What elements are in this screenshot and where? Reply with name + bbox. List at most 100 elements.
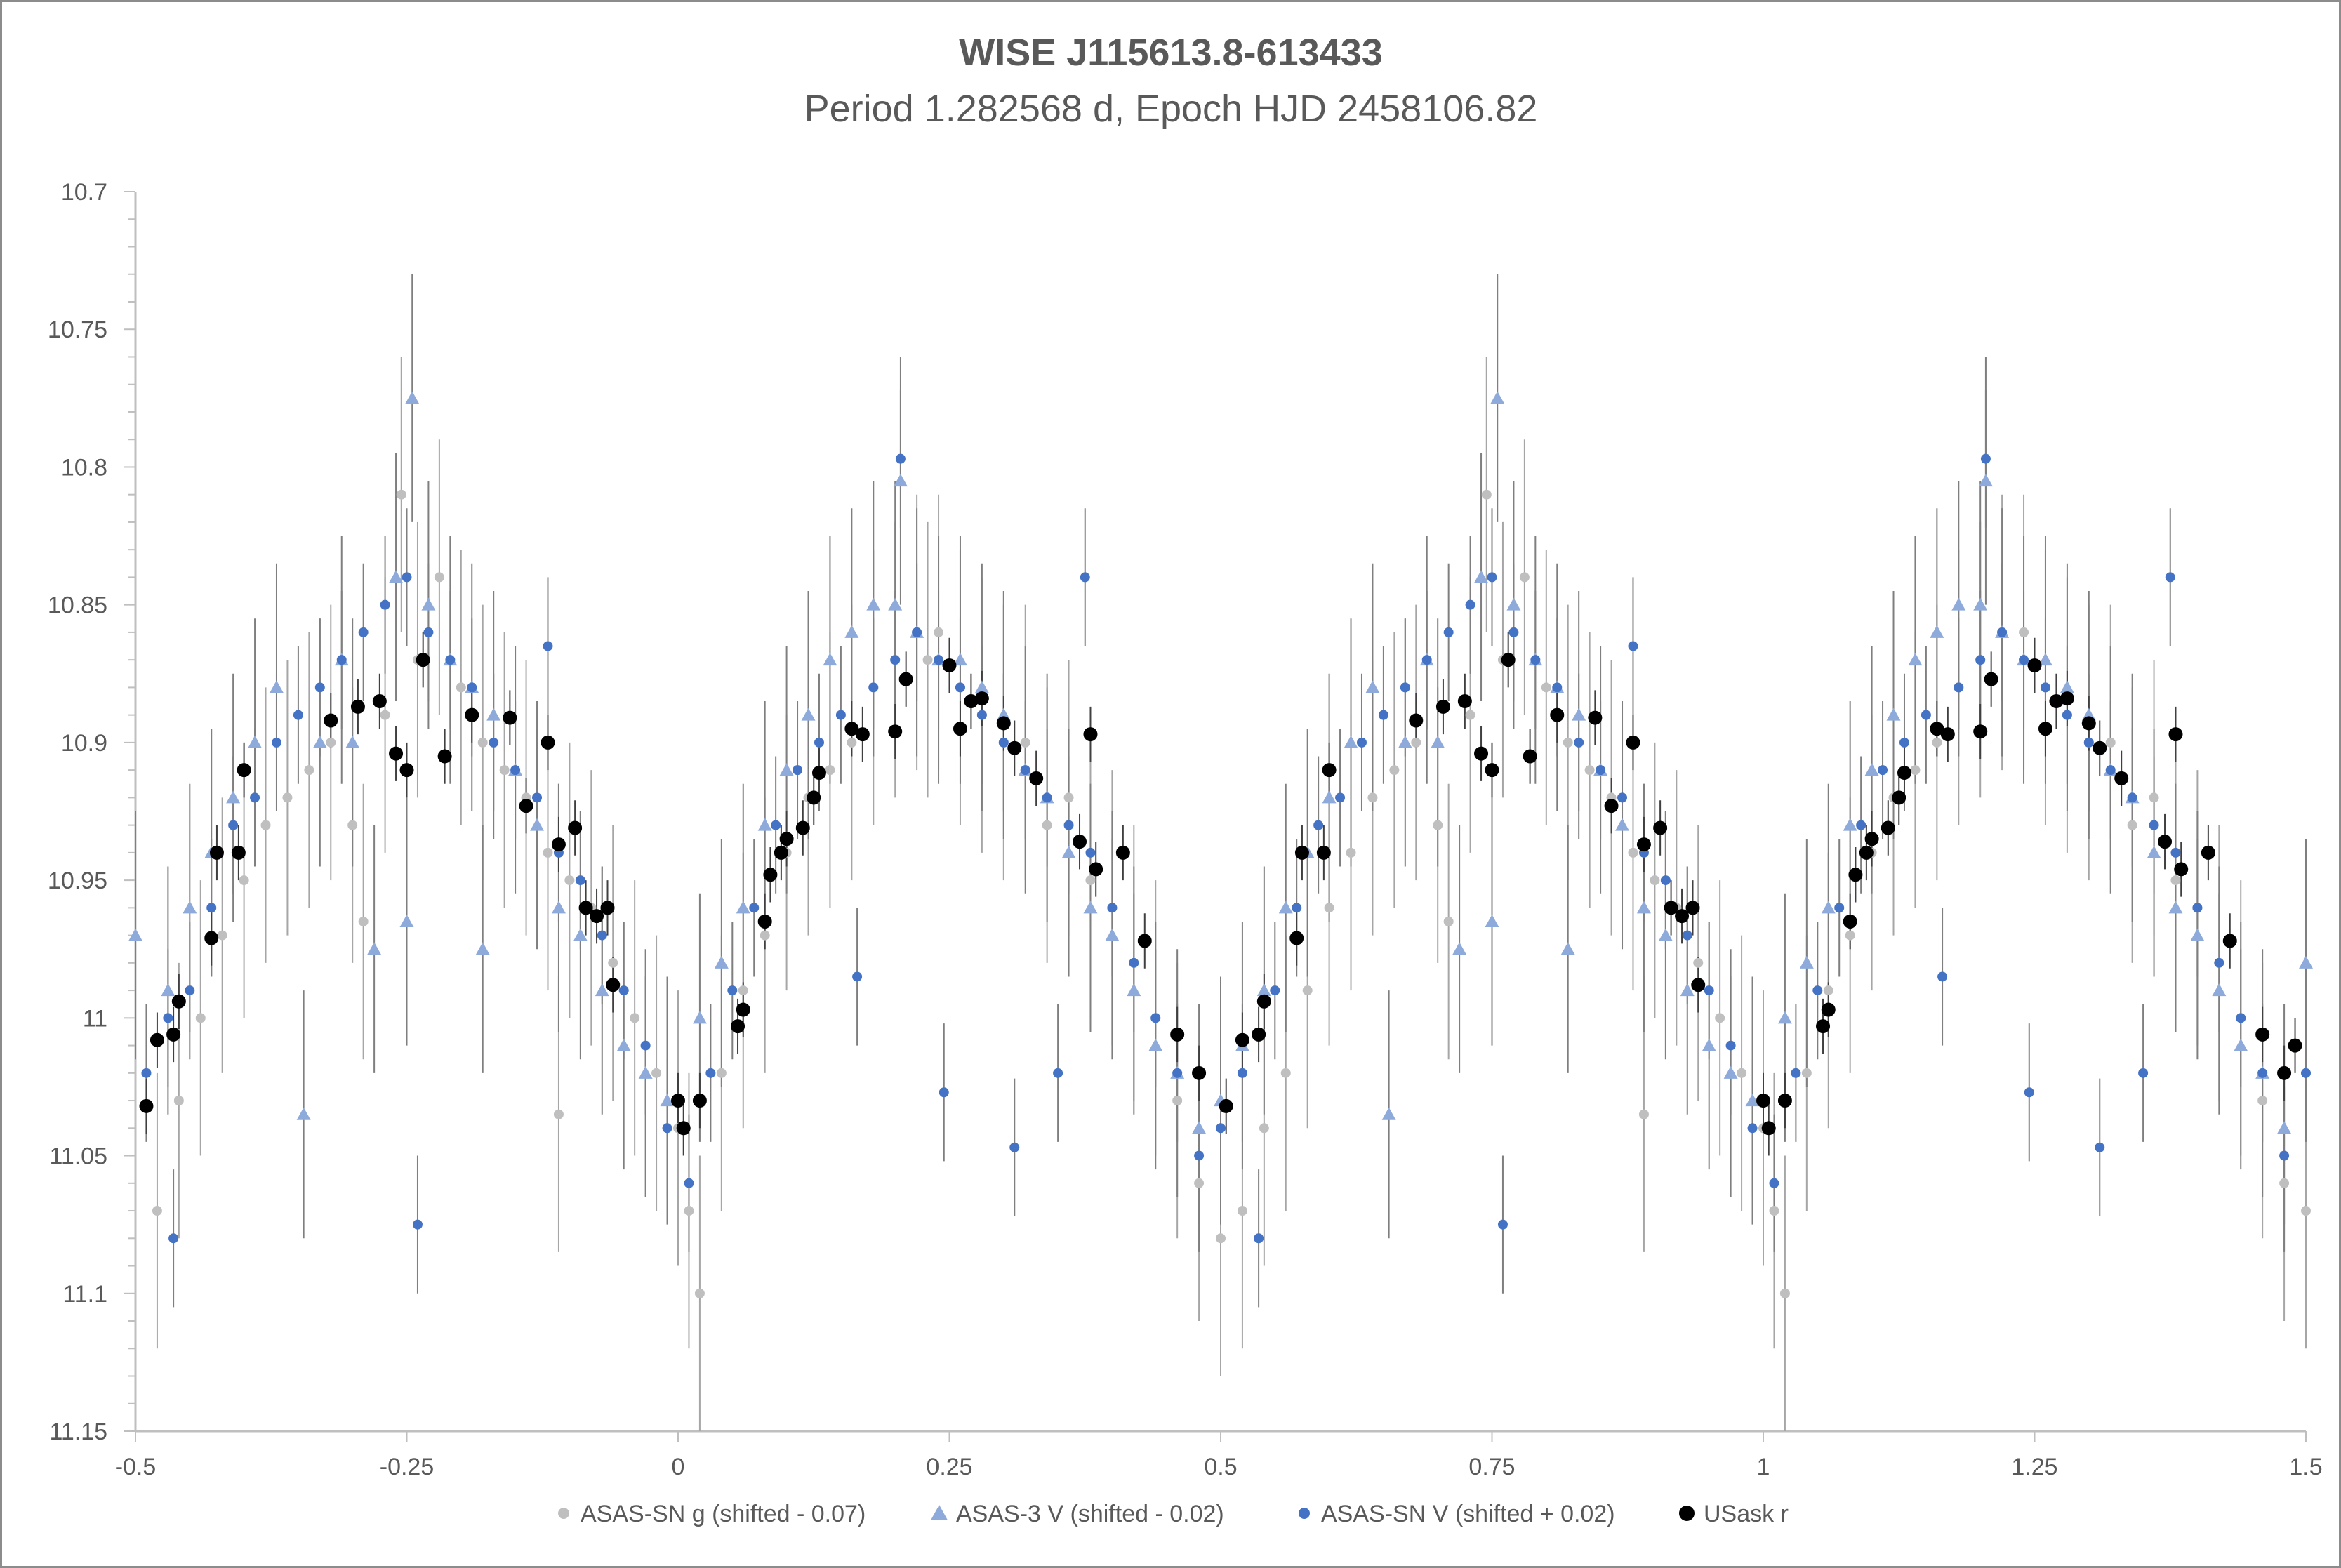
data-point-triangle <box>1105 928 1120 941</box>
data-point <box>1465 599 1475 610</box>
data-point <box>771 820 781 830</box>
data-point-triangle <box>1930 625 1944 638</box>
data-point <box>2019 655 2029 665</box>
data-point <box>568 820 583 835</box>
data-point-triangle <box>269 680 284 693</box>
data-point <box>1089 862 1103 877</box>
data-point <box>814 737 824 748</box>
data-point <box>2301 1068 2311 1078</box>
data-point <box>358 916 369 926</box>
data-point <box>304 765 314 776</box>
data-point-triangle <box>1978 474 1993 487</box>
data-point <box>964 694 979 709</box>
data-point <box>825 765 835 776</box>
data-point <box>1378 710 1388 720</box>
data-point-triangle <box>823 653 837 666</box>
data-point-triangle <box>312 735 327 748</box>
data-point <box>1856 820 1866 830</box>
x-tick-label: -0.5 <box>115 1454 157 1480</box>
data-point <box>727 985 738 996</box>
data-point <box>326 737 336 748</box>
data-point <box>1322 763 1337 778</box>
data-point <box>2214 957 2224 968</box>
data-point-triangle <box>226 790 241 804</box>
data-point-triangle <box>551 901 566 914</box>
data-point-triangle <box>953 653 967 666</box>
data-point <box>271 737 281 748</box>
data-point <box>467 682 477 693</box>
data-point <box>2040 682 2050 693</box>
data-point <box>1216 1123 1226 1134</box>
data-point <box>150 1032 164 1047</box>
data-point-triangle <box>1560 942 1575 955</box>
data-point <box>1843 914 1857 929</box>
data-point <box>2149 820 2159 830</box>
data-point <box>1335 792 1346 803</box>
data-point-triangle <box>573 928 588 941</box>
data-point <box>1519 572 1530 583</box>
data-point-triangle <box>296 1107 311 1120</box>
data-point <box>1779 1288 1790 1298</box>
data-point <box>1316 845 1331 860</box>
y-tick-label: 11.1 <box>62 1281 107 1308</box>
data-point <box>168 1233 179 1244</box>
data-point-triangle <box>421 597 436 611</box>
data-point <box>141 1068 152 1078</box>
data-point <box>477 737 488 748</box>
data-point <box>1170 1027 1185 1042</box>
data-point <box>606 978 621 992</box>
data-point <box>774 845 788 860</box>
data-point-triangle <box>1278 901 1293 914</box>
x-tick-label: -0.25 <box>380 1454 435 1480</box>
data-point <box>1085 875 1096 886</box>
data-point <box>795 820 810 835</box>
data-point <box>1356 737 1367 748</box>
data-point <box>1346 847 1356 858</box>
data-point <box>1653 820 1668 835</box>
data-point-triangle <box>714 955 729 969</box>
data-point <box>763 868 778 882</box>
data-point <box>1675 909 1690 924</box>
data-point <box>1660 875 1671 886</box>
data-point <box>996 716 1011 731</box>
data-point <box>1636 837 1651 852</box>
data-point <box>1259 1123 1269 1134</box>
data-point <box>1107 903 1118 913</box>
data-point <box>716 1068 727 1078</box>
data-point <box>1115 845 1130 860</box>
data-point <box>1465 710 1475 720</box>
data-point <box>1235 1032 1249 1047</box>
data-point <box>1864 832 1879 846</box>
data-point <box>2083 737 2094 748</box>
y-tick-label: 10.9 <box>61 730 107 757</box>
data-point-triangle <box>2277 1121 2292 1134</box>
data-point <box>1294 845 1309 860</box>
data-point <box>2201 845 2215 860</box>
data-point <box>1256 994 1271 1009</box>
data-point <box>1940 727 1955 742</box>
data-point <box>2114 771 2129 785</box>
data-point <box>1080 572 1090 583</box>
data-point <box>152 1206 162 1216</box>
data-point <box>1302 985 1313 996</box>
data-point <box>1761 1121 1776 1136</box>
data-point <box>1704 985 1714 996</box>
data-point <box>1192 1065 1207 1080</box>
data-point <box>1664 901 1678 915</box>
data-point <box>2027 658 2042 673</box>
x-tick-label: 1.25 <box>2011 1454 2057 1480</box>
data-point <box>1421 655 1432 665</box>
data-point <box>1237 1068 1247 1078</box>
data-point <box>807 790 821 805</box>
y-tick-label: 11 <box>83 1005 107 1032</box>
x-tick-label: 1.5 <box>2289 1454 2322 1480</box>
data-point <box>1650 875 1660 886</box>
data-point <box>217 930 227 941</box>
data-point <box>1137 934 1152 948</box>
data-point <box>1085 847 1096 858</box>
data-point <box>855 727 870 742</box>
data-point <box>934 627 944 637</box>
data-point <box>1980 453 1991 464</box>
y-tick-label: 10.8 <box>61 454 107 481</box>
data-point <box>1626 735 1640 750</box>
